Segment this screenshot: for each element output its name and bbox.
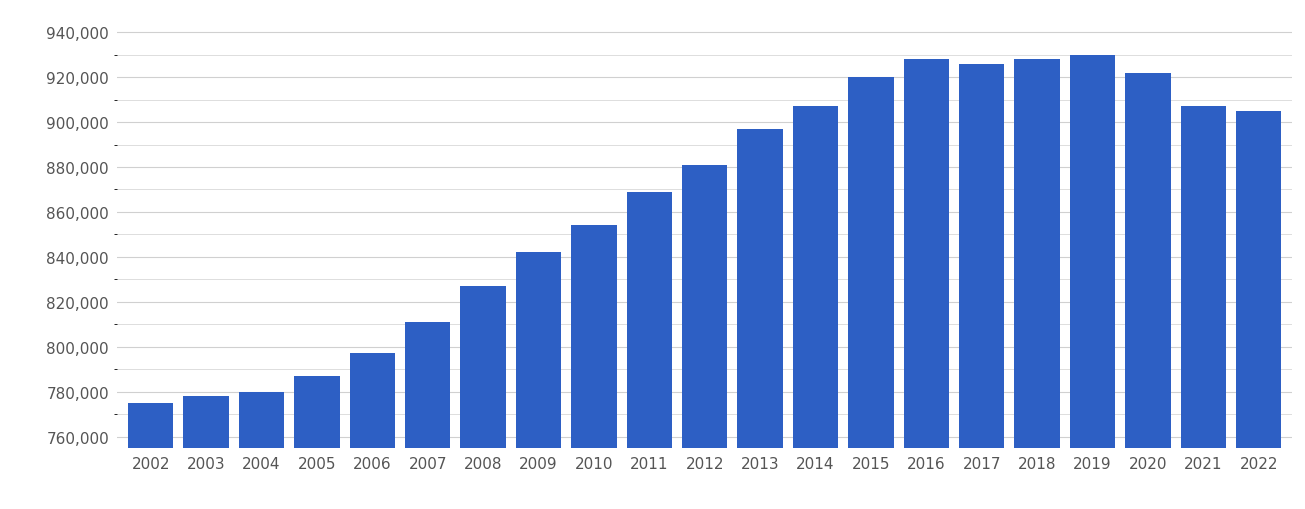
Bar — [461, 287, 506, 509]
Bar — [737, 130, 783, 509]
Bar — [848, 78, 894, 509]
Bar — [572, 226, 616, 509]
Bar — [1236, 111, 1282, 509]
Bar — [184, 397, 228, 509]
Bar — [128, 403, 174, 509]
Bar — [1125, 74, 1171, 509]
Bar — [294, 376, 339, 509]
Bar — [792, 107, 838, 509]
Bar — [515, 253, 561, 509]
Bar — [1181, 107, 1225, 509]
Bar — [239, 392, 284, 509]
Bar — [1070, 55, 1116, 509]
Bar — [959, 65, 1005, 509]
Bar — [683, 165, 727, 509]
Bar — [350, 354, 395, 509]
Bar — [1014, 60, 1060, 509]
Bar — [626, 192, 672, 509]
Bar — [903, 60, 949, 509]
Bar — [405, 322, 450, 509]
